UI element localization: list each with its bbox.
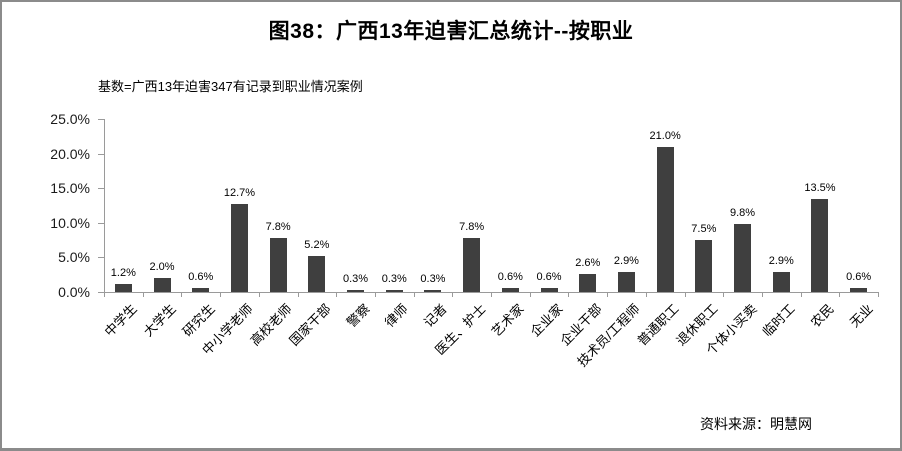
bar [656,146,674,292]
bar [308,256,326,292]
bar-value-label: 0.6% [846,270,872,283]
bar-value-label: 2.6% [575,257,601,269]
bar-value-label: 0.3% [381,272,407,285]
y-axis-line [104,119,105,292]
y-axis-label: 10.0% [50,214,90,231]
x-axis-tick [491,292,492,297]
bar-value-label: 21.0% [649,129,681,142]
x-axis-tick [568,292,570,297]
bar-value-label: 0.6% [536,270,562,283]
bar-value-label: 0.3% [343,272,369,285]
bar-value-label: 2.0% [149,261,175,274]
y-axis-label: 25.0% [50,111,90,127]
x-axis-tick [258,292,260,297]
bar [734,224,752,292]
y-axis-tick [98,119,104,120]
bar-value-label: 9.8% [730,207,756,220]
bar-value-label: 13.5% [804,181,836,194]
x-axis-tick [529,292,531,297]
y-axis-label: 5.0% [58,249,90,266]
bar-value-label: 7.8% [265,221,291,234]
x-axis-tick [645,292,647,297]
bar [811,198,829,292]
bar-value-label: 7.5% [691,223,717,236]
source-note: 资料来源：明慧网 [700,416,812,432]
x-axis-tick [104,292,105,297]
x-axis-tick [142,292,144,297]
y-axis-label: 15.0% [50,180,90,197]
x-axis-tick [800,292,802,297]
bar-value-label: 12.7% [223,187,256,200]
bar-value-label: 0.6% [497,270,523,283]
x-axis-tick [220,292,222,297]
bar [617,271,635,292]
bar [695,240,713,292]
bar [772,271,790,292]
bar [385,289,403,292]
bar [269,238,287,292]
x-axis-tick [452,292,454,297]
bar [579,274,597,292]
bar [463,238,481,292]
x-axis-tick [839,292,841,297]
bar-value-label: 7.8% [459,221,485,234]
x-axis-tick [413,292,415,297]
x-axis-tick [374,292,376,297]
bar-value-label: 2.9% [768,254,794,267]
bar [850,287,868,292]
bar [347,289,365,292]
bar-value-label: 5.2% [304,239,330,252]
chart-subtitle: 基数=广西13年迫害347有记录到职业情况案例 [98,79,363,94]
x-axis-tick [607,292,609,297]
y-axis-label: 20.0% [50,145,90,162]
bar [153,278,171,292]
bar-value-label: 1.2% [110,266,136,279]
y-axis-tick [98,257,104,259]
bar [501,287,519,292]
y-axis-tick [98,188,104,190]
x-axis-tick [336,292,338,297]
bar [192,287,210,292]
x-axis-tick [684,292,686,297]
x-axis-tick [723,292,725,297]
x-axis-tick [181,292,183,297]
y-axis-tick [98,153,104,155]
y-axis-tick [98,222,104,224]
chart-title: 图38：广西13年迫害汇总统计--按职业 [268,20,634,43]
bar-value-label: 0.3% [420,272,446,285]
x-axis-tick [761,292,763,297]
bar [230,204,248,292]
y-axis-tick [98,292,104,293]
y-axis-label: 0.0% [58,284,90,300]
bar [114,283,132,292]
bar-value-label: 2.9% [613,254,639,267]
bar [424,289,442,292]
bar [540,287,558,292]
x-axis-tick [878,292,879,297]
bar-value-label: 0.6% [188,270,214,283]
x-axis-tick [297,292,299,297]
